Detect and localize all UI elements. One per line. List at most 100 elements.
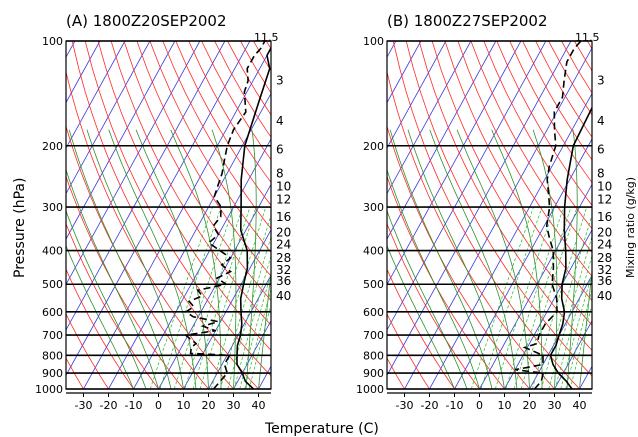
panel-a-x-tick-label: -30 [75, 399, 93, 412]
panel-b-x-tick-label: 0 [476, 399, 483, 412]
panel-a-dry-adiabat [66, 268, 134, 389]
panel-b-dry-adiabat [470, 41, 592, 253]
panel-b-dry-adiabat [405, 41, 592, 377]
panel-b-dry-adiabat [509, 41, 592, 184]
panel-a-moist-adiabat [66, 168, 159, 389]
panel-b-x-tick-label: -10 [446, 399, 464, 412]
panel-a-y-tick-label: 600 [42, 306, 63, 319]
panel-b-x-tick-label: -30 [396, 399, 414, 412]
panel-a-dry-adiabat [66, 124, 209, 389]
panel-a-dry-adiabat [136, 41, 271, 277]
panel-a-mixing-ratio-line [248, 303, 271, 389]
panel-a-mixing-ratio-label: 28 [276, 251, 291, 265]
panel-b-temperature-profile [549, 105, 592, 389]
panel-b-y-tick-label: 500 [363, 278, 384, 291]
panel-a-x-tick-label: 40 [252, 399, 266, 412]
panel-a-dry-adiabat [149, 41, 271, 253]
panel-b-moist-adiabat [579, 268, 592, 389]
panel-a-dry-adiabat [240, 41, 271, 94]
panel-b-y-tick-label: 400 [363, 245, 384, 258]
panel-a-mixing-ratio-label: 6 [276, 142, 284, 156]
panel-b-isotherm [387, 41, 547, 331]
panel-a-dry-adiabat [110, 41, 271, 326]
panel-b-mixing-ratio-line [532, 206, 588, 389]
panel-b-x-tick-label: -20 [421, 399, 439, 412]
panel-b-y-tick-label: 700 [363, 329, 384, 342]
y-axis-title: Pressure (hPa) [12, 178, 28, 278]
panel-a-dry-adiabat [66, 313, 109, 389]
panel-a-mixing-ratio-label: 36 [276, 274, 291, 288]
panel-a-moist-adiabat [108, 129, 197, 389]
panel-b-isotherm [529, 274, 592, 389]
panel-b-background-lines [130, 41, 592, 389]
panel-a-mixing-ratio-label: 10 [276, 180, 291, 194]
panel-a-dry-adiabat [162, 41, 271, 230]
panel-b-moist-adiabat [566, 129, 578, 389]
panel-a-moist-adiabat [170, 129, 222, 389]
panel-a-mixing-ratio-line [211, 206, 267, 389]
panel-b-y-tick-label: 900 [363, 367, 384, 380]
panel-a-x-tick-label: 30 [227, 399, 241, 412]
panel-b-moist-adiabat [387, 244, 455, 389]
panel-a-mixing-ratio-label: 4 [276, 114, 284, 128]
panel-a-mixing-ratio-line [227, 235, 271, 389]
panel-b-mixing-ratio-label: 8 [597, 166, 605, 180]
skew-t-panel-b: (B) 1800Z27SEP2002 11.5 1002003004005006… [130, 12, 612, 412]
panel-b-x-tick-label: 20 [523, 399, 537, 412]
panel-a-isotherm [158, 183, 271, 389]
panel-b-dry-adiabat [444, 41, 592, 302]
panel-a-y-tick-label: 300 [42, 201, 63, 214]
panel-b-dry-adiabat [431, 41, 592, 326]
panel-a-isotherm [108, 92, 271, 389]
panel-b-isotherm [429, 92, 592, 389]
panel-b-y-tick-label: 200 [363, 140, 384, 153]
panel-a-moist-adiabat [86, 129, 184, 389]
panel-a-y-tick-label: 500 [42, 278, 63, 291]
panel-a-mixing-ratio-label: 8 [276, 166, 284, 180]
panel-b-x-tick-label: 10 [498, 399, 512, 412]
panel-a-moist-adiabat [68, 129, 172, 389]
panel-b-dry-adiabat [392, 41, 580, 389]
panel-b-profiles [514, 41, 592, 389]
panel-a-y-tick-label: 1000 [35, 383, 63, 396]
panel-b-isotherm [387, 41, 472, 195]
panel-b-corner-label: 11.5 [575, 31, 600, 44]
panel-a-x-tick-label: 0 [155, 399, 162, 412]
panel-a-moist-adiabat [66, 244, 134, 389]
panel-a-mixing-ratio-line [244, 288, 271, 389]
panel-a-dry-adiabat [66, 70, 234, 389]
panel-b-x-tick-label: 40 [573, 399, 587, 412]
panel-a-mixing-ratio-line [219, 214, 271, 389]
panel-a-isotherm [66, 41, 151, 195]
panel-a-isotherm [133, 138, 271, 389]
panel-b-y-tick-label: 1000 [356, 383, 384, 396]
panel-a-y-tick-label: 700 [42, 329, 63, 342]
panel-b-isotherm [479, 183, 592, 389]
panel-a-mixing-ratio-label: 3 [276, 74, 284, 88]
panel-b-mixing-ratio-line [548, 235, 592, 389]
panel-b-mixing-ratio-line [520, 206, 578, 389]
panel-a-isotherm [309, 41, 500, 389]
panel-a-moist-adiabat [66, 209, 147, 389]
panel-a-dry-adiabat [97, 41, 271, 351]
panel-b-moist-adiabat [387, 209, 468, 389]
panel-b-isotherm [130, 41, 321, 389]
panel-a-isotherm [66, 41, 126, 149]
panel-a-moist-adiabat [258, 268, 271, 389]
panel-b-moist-adiabat [387, 168, 480, 389]
panel-b-mixing-ratio-line [480, 206, 543, 389]
panel-b-isotherm [387, 41, 497, 240]
panel-b-mixing-ratio-label: 20 [597, 225, 612, 239]
panel-a-isotherm [233, 319, 271, 389]
panel-a-dry-adiabat [66, 222, 159, 389]
panel-b-moist-adiabat [429, 129, 518, 389]
panel-b-dry-adiabat [387, 70, 555, 389]
skew-t-panel-a: (A) 1800Z20SEP2002 11.5 1002003004005006… [0, 12, 500, 412]
panel-a-moist-adiabat [245, 129, 257, 389]
panel-b-isotherm [454, 138, 592, 389]
panel-b-dry-adiabat [387, 222, 480, 389]
panel-b-isotherm [387, 41, 522, 286]
panel-a-corner-label: 11.5 [254, 31, 279, 44]
panel-a-dry-adiabat [0, 41, 9, 389]
